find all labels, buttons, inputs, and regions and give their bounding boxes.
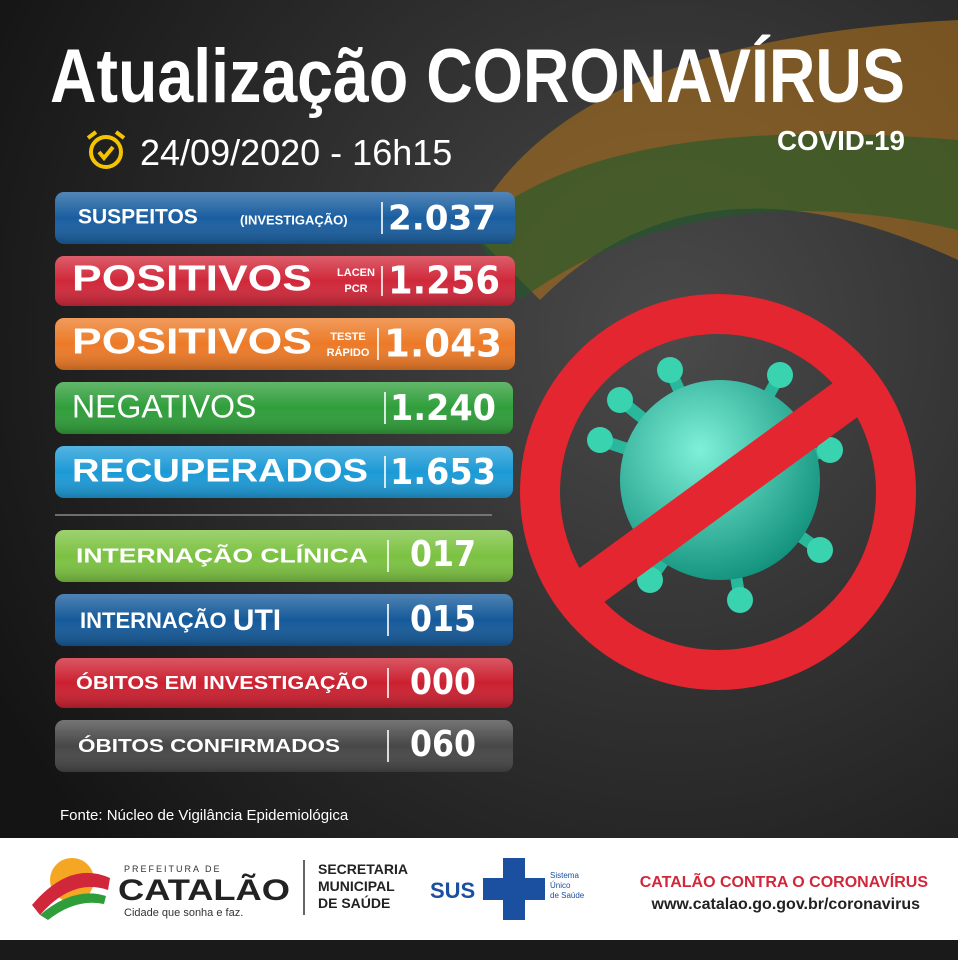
row-shine xyxy=(55,446,513,498)
sus-name: SUS xyxy=(430,878,475,903)
secretaria-line: DE SAÚDE xyxy=(318,894,390,911)
row-label: INTERNAÇÃO CLÍNICA xyxy=(76,544,368,567)
url: www.catalao.go.gov.br/coronavirus xyxy=(651,896,921,913)
row-internacao-uti: INTERNAÇÃO UTI 015 xyxy=(55,594,513,646)
row-shine xyxy=(55,658,513,708)
row-obitos-confirmados: ÓBITOS CONFIRMADOS 060 xyxy=(55,720,513,772)
title-part: Atualização xyxy=(50,34,408,119)
row-shine xyxy=(55,530,513,582)
footer xyxy=(0,838,958,940)
row-value: 1.043 xyxy=(384,322,502,366)
row-suspeitos: SUSPEITOS (INVESTIGAÇÃO) 2.037 xyxy=(55,192,515,244)
row-value: 1.256 xyxy=(388,259,500,303)
row-label: POSITIVOS xyxy=(72,258,312,299)
logo-slogan: Cidade que sonha e faz. xyxy=(124,907,243,919)
row-label: INTERNAÇÃO UTI xyxy=(80,604,281,637)
secretaria-line: SECRETARIA xyxy=(318,861,408,877)
row-positivos-pcr: POSITIVOS LACEN PCR 1.256 xyxy=(55,256,515,306)
sus-line: Único xyxy=(550,881,571,890)
alarm-icon xyxy=(86,130,126,169)
row-value: 2.037 xyxy=(388,199,496,239)
footer-strip xyxy=(0,940,958,960)
decor-arc xyxy=(470,134,958,300)
row-label: ÓBITOS EM INVESTIGAÇÃO xyxy=(76,672,368,693)
sus-cross xyxy=(483,858,545,920)
row-note: LACEN xyxy=(337,267,375,279)
row-shine xyxy=(55,382,513,434)
row-shine xyxy=(55,256,515,306)
row-value: 015 xyxy=(410,599,476,640)
sus-line: Sistema xyxy=(550,871,579,880)
row-label: SUSPEITOS xyxy=(78,206,198,229)
row-note: (INVESTIGAÇÃO) xyxy=(240,212,348,227)
stop-sign xyxy=(520,294,916,690)
row-shine xyxy=(55,318,515,370)
date: 24/09/2020 - 16h15 xyxy=(140,132,452,173)
row-obitos-investigacao: ÓBITOS EM INVESTIGAÇÃO 000 xyxy=(55,658,513,708)
campaign: CATALÃO CONTRA O CORONAVÍRUS xyxy=(640,871,929,891)
subtitle: COVID-19 xyxy=(777,125,905,156)
row-positivos-rapido: POSITIVOS TESTE RÁPIDO 1.043 xyxy=(55,318,515,370)
secretaria-line: MUNICIPAL xyxy=(318,878,395,894)
row-recuperados: RECUPERADOS 1.653 xyxy=(55,446,513,498)
row-value: 017 xyxy=(410,534,476,575)
row-shine xyxy=(55,720,513,772)
row-value: 1.653 xyxy=(390,452,496,493)
source: Fonte: Núcleo de Vigilância Epidemiológi… xyxy=(60,807,349,824)
logo-name: CATALÃO xyxy=(118,873,290,907)
row-label: ÓBITOS CONFIRMADOS xyxy=(78,735,340,756)
city-logo-mark xyxy=(32,858,110,920)
row-label: RECUPERADOS xyxy=(72,452,368,488)
row-label-emphasis: UTI xyxy=(233,604,281,637)
row-value: 000 xyxy=(410,662,476,703)
sus-line: de Saúde xyxy=(550,891,585,900)
row-internacao-clinica: INTERNAÇÃO CLÍNICA 017 xyxy=(55,530,513,582)
row-note: TESTE xyxy=(330,331,365,343)
row-value: 060 xyxy=(410,724,476,765)
row-label: NEGATIVOS xyxy=(72,388,256,424)
logo-top: PREFEITURA DE xyxy=(124,864,222,874)
row-shine xyxy=(55,594,513,646)
title: Atualização CORONAVÍRUS xyxy=(50,34,905,119)
row-note: PCR xyxy=(344,283,367,295)
title-part: CORONAVÍRUS xyxy=(426,34,905,119)
row-label-text: INTERNAÇÃO xyxy=(80,608,227,633)
row-label: POSITIVOS xyxy=(72,321,312,362)
row-negativos: NEGATIVOS 1.240 xyxy=(55,382,513,434)
row-shine xyxy=(55,192,515,244)
row-value: 1.240 xyxy=(390,388,496,429)
row-note: RÁPIDO xyxy=(327,346,370,359)
